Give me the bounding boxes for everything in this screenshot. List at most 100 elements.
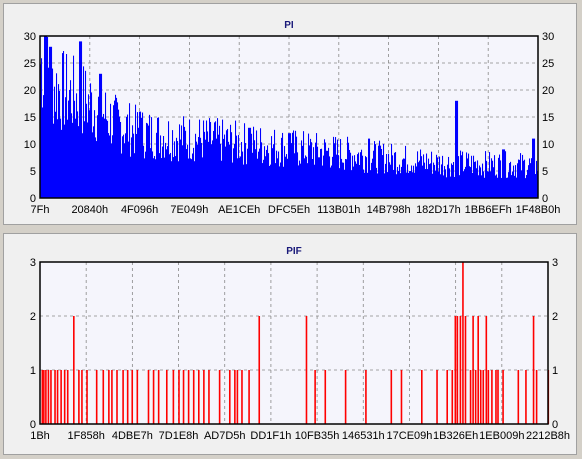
pi-bar [50, 46, 52, 198]
pi-bar [217, 118, 219, 198]
pi-bar [530, 163, 532, 198]
pi-bar [461, 155, 463, 198]
pi-bar [415, 163, 417, 198]
pi-bar [158, 117, 160, 198]
pi-bar [429, 164, 431, 198]
pi-bar [376, 167, 378, 198]
pif-bar [203, 370, 205, 424]
pi-bar [52, 68, 54, 198]
pi-bar [149, 114, 151, 198]
pif-bar [41, 370, 44, 424]
x-tick-label: 4DBE7h [112, 430, 153, 442]
y-tick-label-left: 0 [30, 419, 36, 431]
pif-bar [78, 370, 80, 424]
pif-bar [95, 370, 98, 424]
pi-bar [150, 148, 152, 198]
pi-bar [512, 171, 514, 198]
pi-bar [252, 152, 254, 198]
pi-bar [485, 151, 487, 198]
pi-bar [176, 137, 178, 198]
pi-bar [536, 160, 538, 198]
chart-title: PIF [286, 246, 302, 257]
pi-bar [277, 158, 279, 198]
y-tick-label-right: 0 [552, 419, 558, 431]
pi-bar [261, 142, 263, 198]
pi-bar [179, 124, 181, 198]
pif-bar [56, 370, 59, 424]
pi-bar [234, 144, 236, 198]
pi-bar [98, 96, 100, 198]
pi-bar [463, 171, 465, 198]
pi-bar [334, 143, 336, 198]
pi-bar [280, 162, 282, 198]
y-tick-label-right: 15 [542, 112, 554, 124]
x-tick-label: DD1F1h [250, 430, 291, 442]
pi-bar [189, 119, 191, 198]
pi-bar [84, 121, 86, 198]
pi-bar [400, 173, 402, 198]
pi-bar [167, 146, 169, 198]
pi-bar [359, 164, 361, 198]
pi-bar [301, 140, 303, 198]
pi-bar [317, 146, 319, 198]
pi-bar [108, 133, 110, 198]
pif-bar [248, 370, 250, 424]
pi-bar [324, 139, 326, 198]
pi-bar [498, 157, 500, 198]
pi-bar [477, 160, 479, 198]
pi-bar [240, 156, 242, 198]
pi-bar [469, 166, 471, 198]
pi-bar [43, 95, 45, 198]
pi-bar [246, 164, 248, 198]
pi-bar [148, 125, 150, 198]
pi-bar [296, 136, 298, 198]
pi-bar [223, 138, 225, 198]
pif-bar [462, 262, 464, 424]
pi-bar [385, 163, 387, 198]
pi-bar [329, 156, 331, 198]
pi-bar [105, 92, 107, 198]
pi-bar [201, 142, 203, 198]
pi-bar [264, 146, 266, 198]
x-tick-label: 4F096h [121, 204, 158, 216]
pi-bar [366, 157, 368, 198]
pi-bar [68, 100, 70, 198]
pi-bar [72, 122, 74, 198]
pi-bar [89, 110, 91, 198]
pi-bar [275, 163, 277, 198]
pif-bar [495, 370, 497, 424]
pi-bar [102, 117, 104, 198]
pi-bar [307, 163, 309, 198]
pif-bar [165, 370, 168, 424]
pi-bar [164, 157, 166, 198]
pi-bar [468, 153, 470, 198]
pi-bar [219, 125, 221, 198]
pi-bar [218, 134, 220, 198]
pi-bar [442, 155, 444, 198]
pi-bar [303, 131, 305, 198]
pi-bar [367, 172, 369, 198]
pi-bar [124, 143, 126, 198]
pif-bar [152, 370, 155, 424]
pi-bar [398, 170, 400, 198]
pi-bar [74, 100, 76, 198]
pi-bar [260, 128, 262, 198]
pi-bar [371, 162, 373, 198]
pi-bar [362, 155, 364, 198]
pi-bar [458, 156, 460, 198]
pi-bar [245, 143, 247, 198]
pi-bar [453, 162, 455, 198]
pif-bar [517, 370, 520, 424]
pi-bar [193, 147, 195, 198]
pi-bar [76, 93, 78, 198]
pi-bar [300, 163, 302, 198]
pif-bar [187, 370, 190, 424]
y-tick-label-right: 30 [542, 31, 554, 43]
y-tick-label-right: 1 [552, 365, 558, 377]
pi-bar [70, 80, 72, 198]
pif-bar [532, 316, 535, 424]
pi-bar [94, 110, 96, 198]
pif-bar [81, 370, 83, 424]
pif-bar [390, 370, 393, 424]
pi-bar [408, 172, 410, 198]
